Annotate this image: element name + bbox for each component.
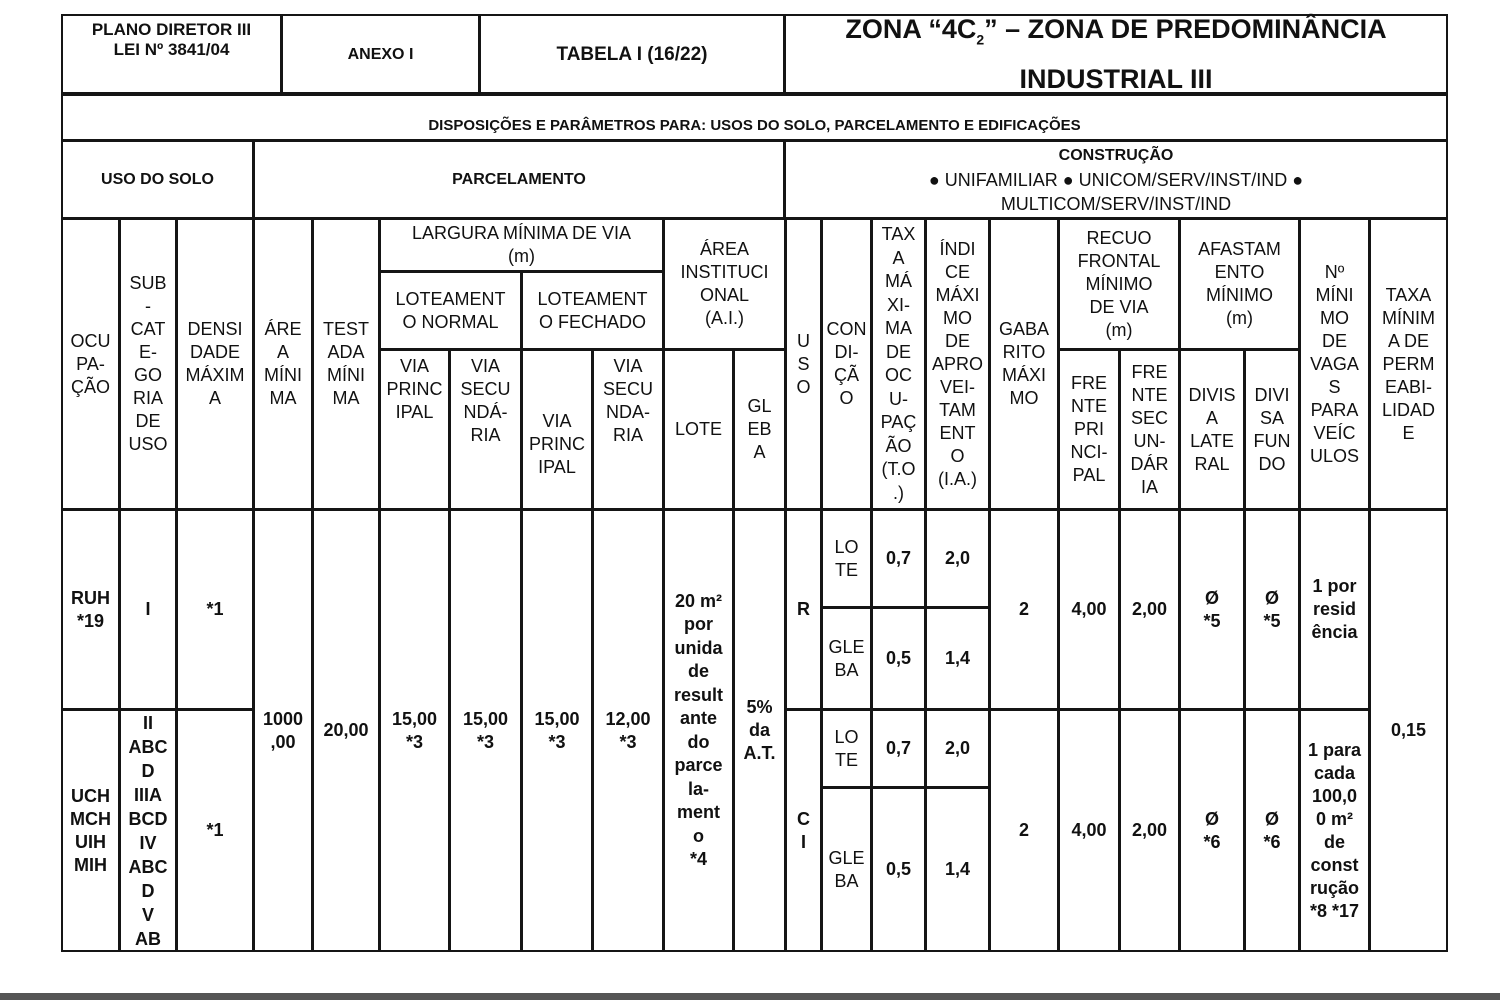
col-loteamento-normal: LOTEAMENT O NORMAL — [379, 271, 522, 350]
col-divisa-fundo: DIVI SA FUN DO — [1244, 349, 1300, 510]
disposicoes-banner: DISPOSIÇÕES E PARÂMETROS PARA: USOS DO S… — [61, 94, 1448, 141]
row2-condicao-lote: LO TE — [821, 709, 872, 788]
row2-densidade: *1 — [176, 709, 254, 952]
col-vagas: Nº MÍNI MO DE VAGA S PARA VEÍC ULOS — [1299, 218, 1370, 510]
plano-diretor-label: PLANO DIRETOR III LEI Nº 3841/04 — [61, 14, 282, 94]
col-afastamento: AFASTAM ENTO MÍNIMO (m) — [1179, 218, 1300, 350]
zona-title-part: ” – ZONA DE PREDOMINÂNCIA — [984, 13, 1387, 44]
col-ln-via-principal: VIA PRINC IPAL — [379, 349, 450, 510]
col-subcategoria: SUB - CAT E- GO RIA DE USO — [119, 218, 177, 510]
row1-subcategoria: I — [119, 509, 177, 710]
row1-divisa-lateral: Ø *5 — [1179, 509, 1245, 710]
row1-divisa-fundo: Ø *5 — [1244, 509, 1300, 710]
row2-subcategoria: II ABC D IIIA BCD IV ABC D V AB — [119, 709, 177, 952]
col-recuo-frontal: RECUO FRONTAL MÍNIMO DE VIA (m) — [1058, 218, 1180, 350]
zona-title: ZONA “4C2” – ZONA DE PREDOMINÂNCIA INDUS… — [784, 14, 1448, 94]
col-ln-via-secundaria: VIA SECU NDÁ- RIA — [449, 349, 522, 510]
testada-value: 20,00 — [312, 509, 380, 952]
permeabilidade-value: 0,15 — [1369, 509, 1448, 952]
col-ocupacao: OCU PA- ÇÃO — [61, 218, 120, 510]
row1-gabarito: 2 — [989, 509, 1059, 710]
row1-frente-principal: 4,00 — [1058, 509, 1120, 710]
col-area-institucional: ÁREA INSTITUCI ONAL (A.I.) — [663, 218, 786, 350]
row2-uso: C I — [785, 709, 822, 952]
row1-condicao-gleba: GLE BA — [821, 607, 872, 710]
col-indice-aproveitamento: ÍNDI CE MÁXI MO DE APRO VEI- TAM ENT O (… — [925, 218, 990, 510]
col-largura-via: LARGURA MÍNIMA DE VIA (m) — [379, 218, 664, 272]
row1-uso: R — [785, 509, 822, 710]
zona-title-line1: ZONA “4C2” – ZONA DE PREDOMINÂNCIA — [845, 9, 1386, 59]
row2-to-lote: 0,7 — [871, 709, 926, 788]
bottom-bar — [0, 993, 1500, 1000]
zona-subscript: 2 — [976, 31, 985, 48]
row2-ia-gleba: 1,4 — [925, 787, 990, 952]
anexo-label: ANEXO I — [281, 14, 480, 94]
row2-divisa-fundo: Ø *6 — [1244, 709, 1300, 952]
parcelamento-header: PARCELAMENTO — [253, 140, 785, 219]
col-area-minima: ÁRE A MÍNI MA — [253, 218, 313, 510]
col-testada: TEST ADA MÍNI MA — [312, 218, 380, 510]
row1-ia-lote: 2,0 — [925, 509, 990, 608]
row1-vagas: 1 por resid ência — [1299, 509, 1370, 710]
col-loteamento-fechado: LOTEAMENT O FECHADO — [521, 271, 664, 350]
row1-densidade: *1 — [176, 509, 254, 710]
construcao-header: CONSTRUÇÃO ● UNIFAMILIAR ● UNICOM/SERV/I… — [784, 140, 1448, 219]
lf-via-secundaria-value: 12,00 *3 — [592, 509, 664, 952]
col-densidade: DENSI DADE MÁXIM A — [176, 218, 254, 510]
construcao-title: CONSTRUÇÃO — [1058, 146, 1174, 164]
row2-to-gleba: 0,5 — [871, 787, 926, 952]
row2-divisa-lateral: Ø *6 — [1179, 709, 1245, 952]
col-lf-via-principal: VIA PRINC IPAL — [521, 349, 593, 510]
row2-frente-principal: 4,00 — [1058, 709, 1120, 952]
construcao-types: ● UNIFAMILIAR ● UNICOM/SERV/INST/IND ● M… — [928, 169, 1304, 214]
row2-gabarito: 2 — [989, 709, 1059, 952]
row1-ocupacao: RUH *19 — [61, 509, 120, 710]
row1-to-lote: 0,7 — [871, 509, 926, 608]
zona-title-line2: INDUSTRIAL III — [1019, 64, 1213, 95]
ai-lote-value: 20 m² por unida de result ante do parce … — [663, 509, 734, 952]
zona-title-part: ZONA “4C — [845, 13, 977, 44]
col-taxa-ocupacao: TAX A MÁ XI- MA DE OC U- PAÇ ÃO (T.O .) — [871, 218, 926, 510]
uso-do-solo-header: USO DO SOLO — [61, 140, 254, 219]
col-condicao: CON DI- ÇÃ O — [821, 218, 872, 510]
row2-condicao-gleba: GLE BA — [821, 787, 872, 952]
col-ai-gleba: GL EB A — [733, 349, 786, 510]
col-uso: U S O — [785, 218, 822, 510]
lf-via-principal-value: 15,00 *3 — [521, 509, 593, 952]
col-divisa-lateral: DIVIS A LATE RAL — [1179, 349, 1245, 510]
row1-ia-gleba: 1,4 — [925, 607, 990, 710]
ai-gleba-value: 5% da A.T. — [733, 509, 786, 952]
col-ai-lote: LOTE — [663, 349, 734, 510]
row2-frente-secundaria: 2,00 — [1119, 709, 1180, 952]
area-minima-value: 1000 ,00 — [253, 509, 313, 952]
col-lf-via-secundaria: VIA SECU NDA- RIA — [592, 349, 664, 510]
row2-ocupacao: UCH MCH UIH MIH — [61, 709, 120, 952]
row1-to-gleba: 0,5 — [871, 607, 926, 710]
col-frente-principal: FRE NTE PRI NCI- PAL — [1058, 349, 1120, 510]
row2-vagas: 1 para cada 100,0 0 m² de const rução *8… — [1299, 709, 1370, 952]
col-frente-secundaria: FRE NTE SEC UN- DÁR IA — [1119, 349, 1180, 510]
col-gabarito: GABA RITO MÁXI MO — [989, 218, 1059, 510]
ln-via-secundaria-value: 15,00 *3 — [449, 509, 522, 952]
tabela-label: TABELA I (16/22) — [479, 14, 785, 94]
row1-frente-secundaria: 2,00 — [1119, 509, 1180, 710]
col-permeabilidade: TAXA MÍNIM A DE PERM EABI- LIDAD E — [1369, 218, 1448, 510]
ln-via-principal-value: 15,00 *3 — [379, 509, 450, 952]
row2-ia-lote: 2,0 — [925, 709, 990, 788]
row1-condicao-lote: LO TE — [821, 509, 872, 608]
